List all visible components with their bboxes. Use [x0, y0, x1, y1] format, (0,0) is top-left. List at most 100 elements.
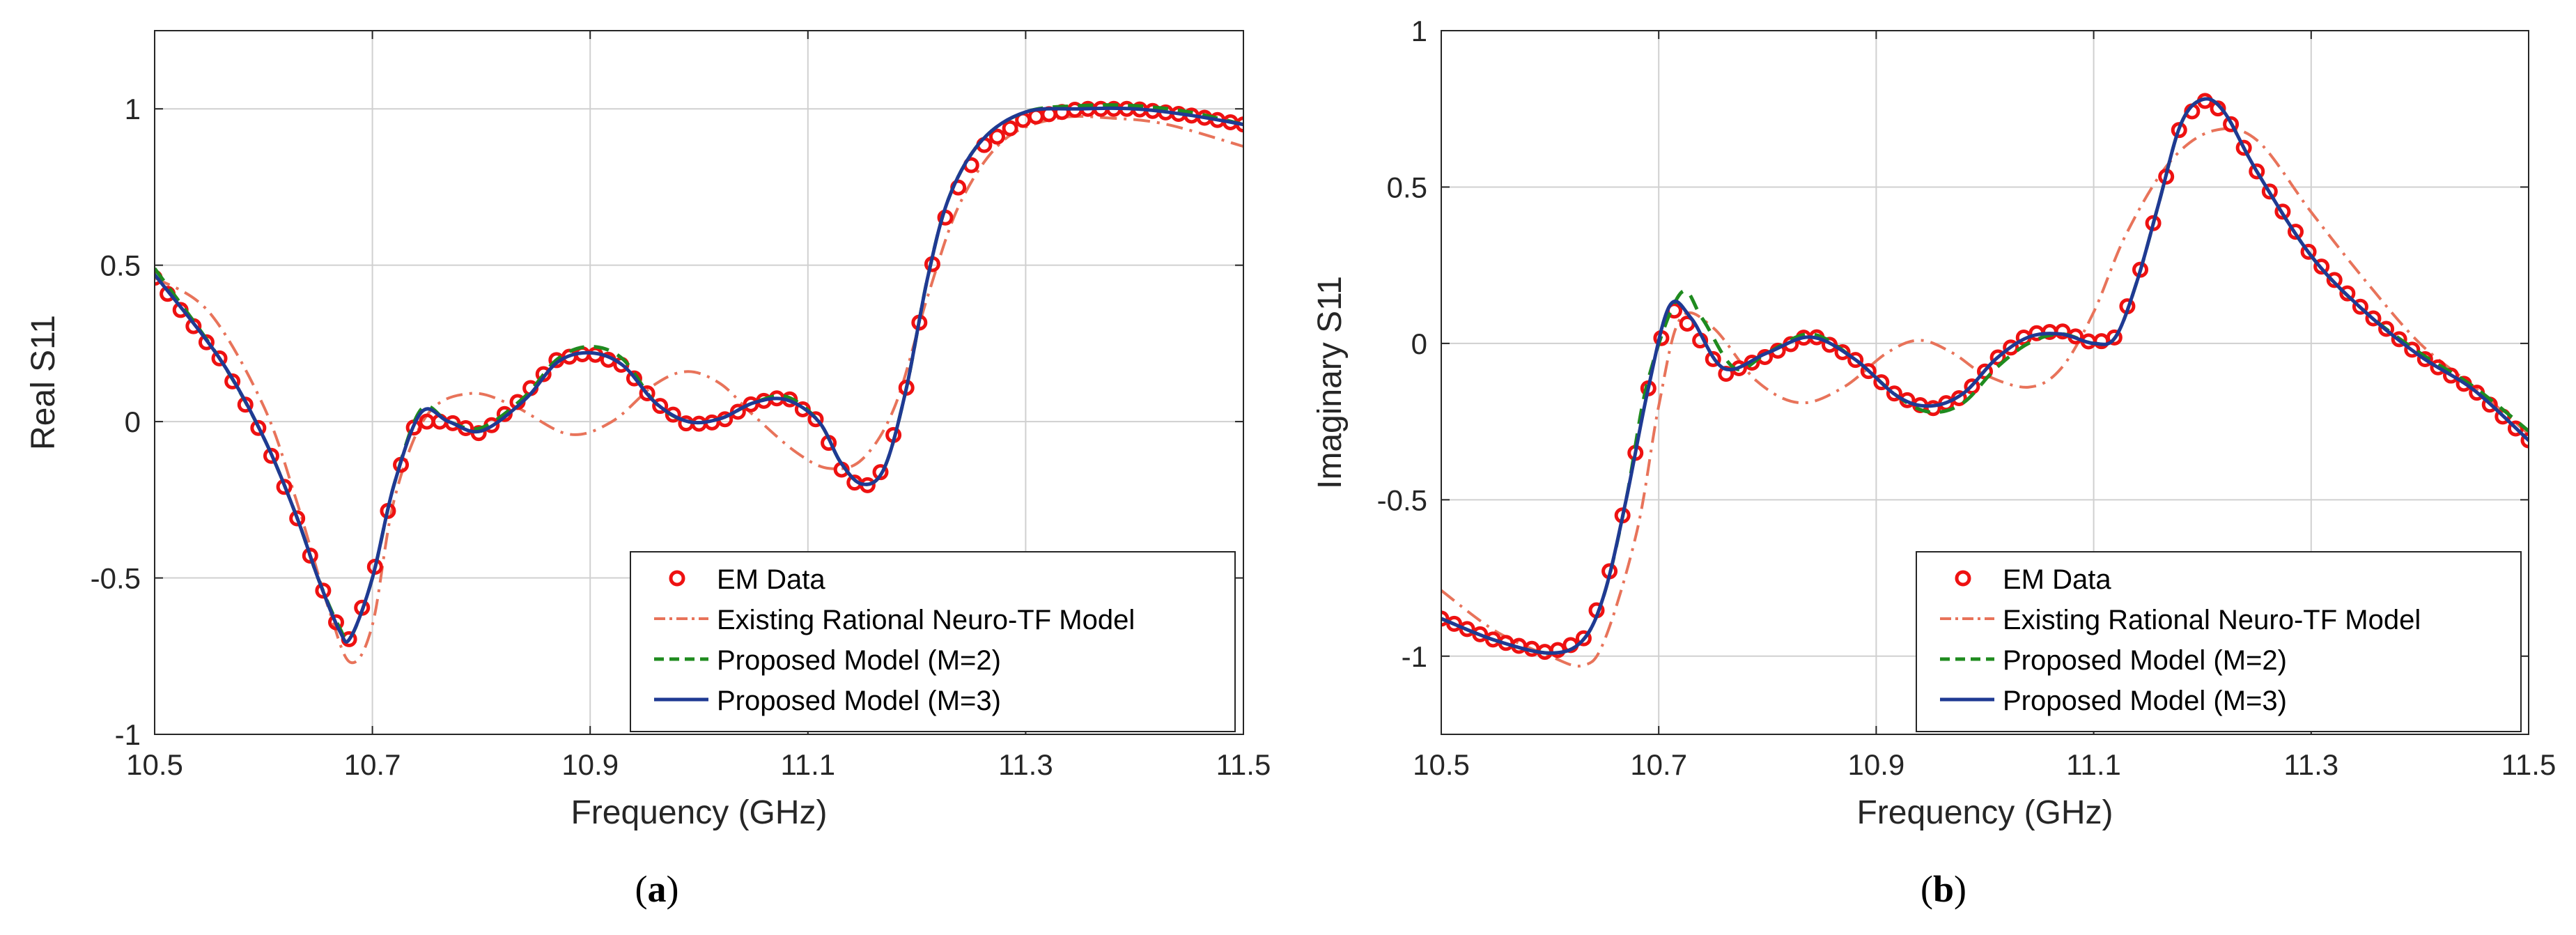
em-data-point: [2378, 320, 2395, 337]
caption-open-paren: (: [635, 868, 648, 910]
legend-label: Proposed Model (M=3): [717, 686, 1001, 716]
x-tick-label: 10.9: [1848, 748, 1905, 781]
caption-close-paren: ): [1954, 868, 1966, 910]
em-data-point: [872, 464, 889, 481]
y-axis-label: Real S11: [25, 315, 62, 450]
em-data-point: [535, 366, 552, 382]
legend-label: EM Data: [2003, 564, 2111, 595]
em-data-point: [2210, 100, 2226, 117]
y-tick-label: 1: [125, 93, 141, 125]
em-data-point: [2352, 298, 2368, 315]
em-data-point: [2274, 203, 2291, 220]
caption-letter: a: [648, 868, 667, 910]
em-data-point: [1705, 350, 1721, 367]
em-data-point: [2106, 329, 2123, 346]
series-group: [1441, 93, 2529, 668]
em-data-point: [626, 370, 642, 387]
em-data-point: [639, 385, 655, 401]
legend-label: Existing Rational Neuro-TF Model: [2003, 605, 2421, 635]
em-data-point: [807, 411, 824, 428]
chart-panel-b: 10.5 10.7 10.9 11.1 11.3 11.5 -1 -0.5 0 0.5 1 Frequ…: [1312, 15, 2556, 910]
legend-label: Proposed Model (M=2): [2003, 645, 2287, 676]
em-data-point: [1989, 349, 2006, 366]
series-proposed-m3: [1441, 97, 2529, 655]
legend-symbol-em-data: [1955, 570, 1971, 587]
em-data-point: [224, 373, 241, 389]
em-data-point: [1834, 344, 1851, 361]
y-tick-label: -1: [115, 718, 141, 751]
y-tick-label: 1: [1411, 15, 1427, 47]
em-data-point: [2235, 139, 2252, 156]
x-tick-label: 10.7: [1630, 748, 1687, 781]
series-proposed-m3: [155, 106, 1243, 644]
series-group: [155, 100, 1243, 665]
legend: EM Data Existing Rational Neuro-TF Model P…: [630, 551, 1236, 732]
em-data-point: [2326, 272, 2343, 288]
em-data-point: [2313, 258, 2330, 275]
em-data-point: [444, 415, 461, 431]
em-data-point: [2261, 183, 2278, 200]
em-data-point: [2416, 351, 2433, 368]
legend-label: Existing Rational Neuro-TF Model: [717, 605, 1135, 635]
em-data-point: [211, 350, 228, 366]
legend-label: EM Data: [717, 564, 825, 595]
em-data-point: [263, 447, 279, 464]
caption-letter: b: [1933, 868, 1954, 910]
em-data-point: [652, 398, 669, 415]
x-axis-label: Frequency (GHz): [1856, 794, 2113, 831]
em-data-point: [988, 128, 1005, 145]
x-tick-label: 10.5: [126, 748, 183, 781]
series-existing-model: [155, 115, 1243, 665]
em-data-point: [1873, 374, 1890, 391]
em-data-point: [2339, 285, 2356, 302]
legend-box: [630, 551, 1236, 732]
legend: EM Data Existing Rational Neuro-TF Model P…: [1916, 551, 2522, 732]
em-data-point: [1459, 621, 1475, 638]
panel-caption: (b): [1921, 868, 1966, 910]
y-axis-label: Imaginary S11: [1312, 276, 1349, 489]
em-data-point: [2404, 341, 2421, 358]
y-tick-label: 0.5: [1387, 171, 1427, 203]
em-data-point: [2249, 163, 2265, 180]
y-tick-label: -0.5: [91, 562, 141, 595]
legend-label: Proposed Model (M=3): [2003, 686, 2287, 716]
x-tick-label: 10.9: [561, 748, 619, 781]
caption-open-paren: (: [1921, 868, 1933, 910]
em-data-point: [198, 334, 215, 350]
em-data-point: [2365, 310, 2382, 327]
em-data-point: [2223, 116, 2240, 132]
series-existing-model: [1441, 127, 2529, 668]
axes-box: [1441, 30, 2529, 735]
axes-box: [154, 30, 1244, 735]
em-data-point: [1925, 400, 1941, 417]
em-data-point: [1446, 615, 1463, 632]
em-data-point: [2507, 420, 2524, 437]
legend-box: [1916, 551, 2522, 732]
em-data-point: [328, 614, 344, 631]
em-data-point: [2443, 367, 2459, 384]
panel-caption: (a): [635, 868, 679, 910]
x-axis-label: Frequency (GHz): [571, 794, 827, 831]
em-data-point: [2520, 432, 2529, 449]
em-data-point: [2391, 331, 2407, 348]
caption-close-paren: ): [667, 868, 679, 910]
em-data-point: [2054, 323, 2071, 340]
em-data-point: [2288, 224, 2304, 240]
x-tick-label: 11.1: [2066, 748, 2121, 781]
em-data-point: [2003, 339, 2019, 356]
em-data-point: [1002, 120, 1018, 137]
y-tick-label: -1: [1402, 640, 1427, 673]
em-data-point: [665, 406, 681, 423]
x-tick-label: 10.7: [344, 748, 401, 781]
em-data-point: [250, 419, 267, 436]
legend-label: Proposed Model (M=2): [717, 645, 1001, 676]
x-tick-label: 11.5: [1216, 748, 1271, 781]
y-tick-label: 0: [125, 405, 141, 438]
x-tick-label: 11.3: [2283, 748, 2338, 781]
em-data-point: [1847, 352, 1864, 369]
y-tick-label: -0.5: [1377, 484, 1427, 516]
em-data-point: [2300, 243, 2317, 260]
x-tick-label: 11.1: [780, 748, 835, 781]
em-data-point: [1441, 610, 1450, 627]
